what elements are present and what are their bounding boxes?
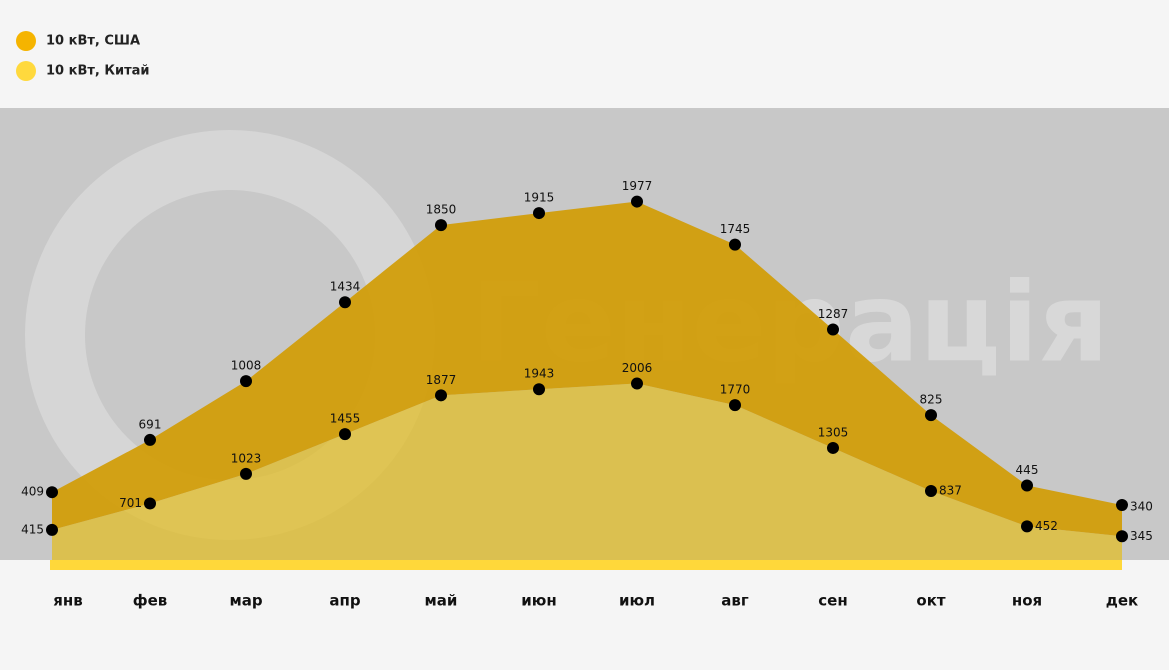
value-label: 409 <box>21 485 44 499</box>
value-label: 1455 <box>330 412 361 426</box>
x-tick-label: дек <box>1106 592 1138 610</box>
data-point <box>46 486 58 499</box>
data-point <box>631 195 643 208</box>
x-tick-label: июн <box>521 592 556 610</box>
data-point <box>240 375 252 388</box>
x-tick-label: авг <box>721 592 749 610</box>
x-tick-label: ноя <box>1012 592 1042 610</box>
data-point <box>533 383 545 396</box>
legend-marker <box>16 61 36 81</box>
data-point <box>827 441 839 454</box>
area <box>52 201 1122 537</box>
x-tick-label: июл <box>619 592 655 610</box>
value-label: 1915 <box>524 191 555 205</box>
data-point <box>339 296 351 309</box>
data-point <box>144 433 156 446</box>
value-label: 445 <box>1016 463 1039 477</box>
value-label: 452 <box>1035 519 1058 533</box>
data-point <box>339 428 351 441</box>
data-point <box>144 497 156 510</box>
value-label: 1023 <box>231 451 262 465</box>
x-tick-label: фев <box>133 592 168 610</box>
value-label: 1305 <box>818 425 849 439</box>
x-tick-label: янв <box>53 592 83 610</box>
legend-label: 10 кВт, Китай <box>46 64 150 79</box>
value-label: 1877 <box>426 373 457 387</box>
data-point <box>925 484 937 497</box>
data-point <box>827 323 839 336</box>
data-point <box>729 399 741 412</box>
data-point <box>631 377 643 390</box>
value-label: 825 <box>920 393 943 407</box>
data-point <box>925 409 937 422</box>
data-point <box>46 523 58 536</box>
value-label: 1434 <box>330 280 361 294</box>
value-label: 345 <box>1130 529 1153 543</box>
value-label: 691 <box>139 417 162 431</box>
x-tick-label: май <box>425 592 458 610</box>
legend-marker <box>16 31 36 51</box>
baseline-strip <box>50 560 1122 570</box>
value-label: 837 <box>939 483 962 497</box>
data-point <box>240 467 252 480</box>
data-point <box>1021 520 1033 533</box>
value-label: 340 <box>1130 499 1153 513</box>
value-label: 1850 <box>426 203 457 217</box>
value-label: 415 <box>21 522 44 536</box>
value-label: 1977 <box>622 179 653 193</box>
value-label: 1943 <box>524 367 555 381</box>
data-point <box>533 207 545 220</box>
data-point <box>1116 498 1128 511</box>
x-tick-label: сен <box>818 592 847 610</box>
x-tick-label: апр <box>329 592 360 610</box>
data-point <box>729 238 741 251</box>
data-point <box>435 219 447 232</box>
areas <box>52 201 1122 568</box>
value-label: 1008 <box>231 359 262 373</box>
x-tick-label: окт <box>916 592 945 610</box>
area <box>52 383 1122 568</box>
data-point <box>435 389 447 402</box>
value-label: 1287 <box>818 307 849 321</box>
legend-label: 10 кВт, США <box>46 34 140 49</box>
x-tick-label: мар <box>229 592 262 610</box>
data-point <box>1021 479 1033 492</box>
value-label: 2006 <box>622 361 653 375</box>
value-label: 1770 <box>720 383 751 397</box>
data-point <box>1116 530 1128 543</box>
value-label: 701 <box>119 496 142 510</box>
value-label: 1745 <box>720 222 751 236</box>
